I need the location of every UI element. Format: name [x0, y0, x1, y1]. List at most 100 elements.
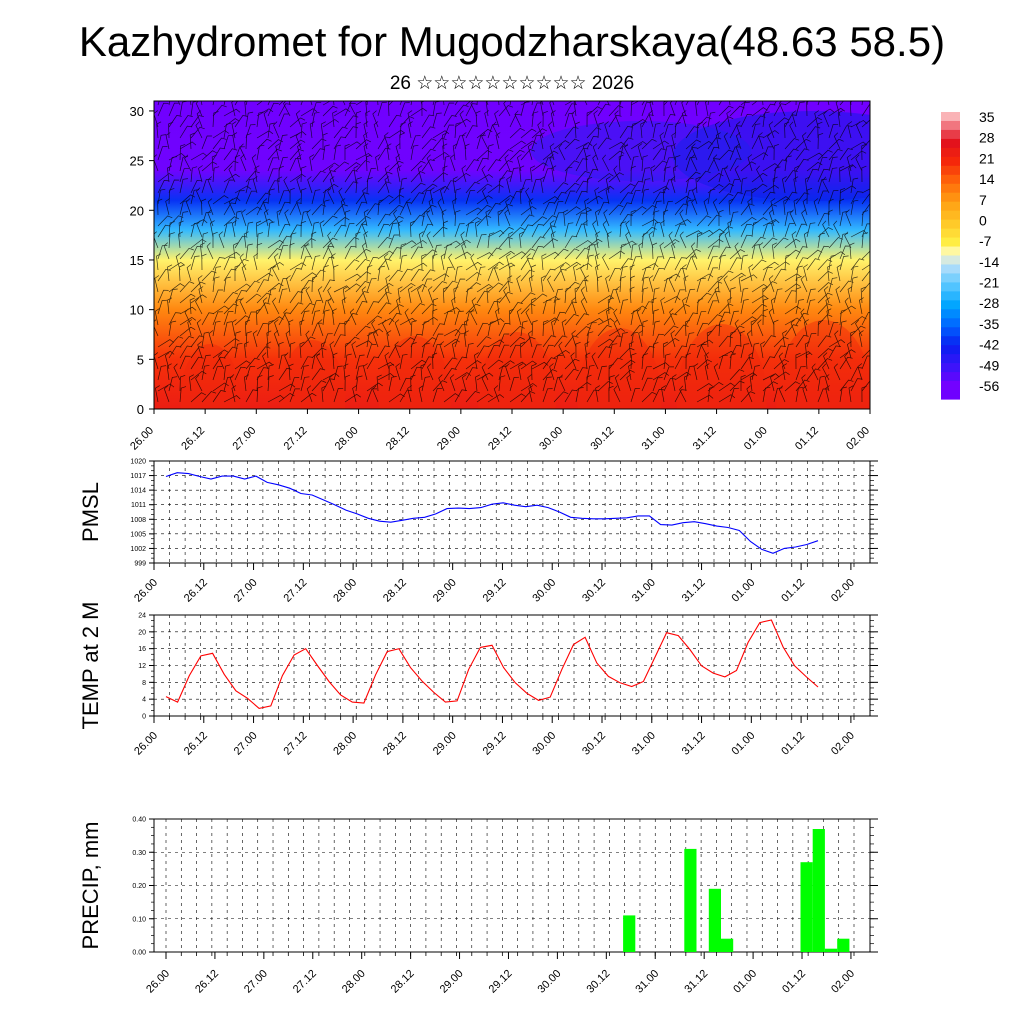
colorbar-band	[941, 120, 960, 131]
colorbar-label: -28	[979, 295, 999, 311]
wind-barb	[421, 223, 433, 238]
wind-barb	[685, 171, 701, 183]
wind-barb	[762, 286, 768, 304]
wind-barb	[605, 176, 611, 194]
wind-barb	[739, 330, 745, 348]
pmsl-xtick-label: 27.12	[282, 577, 310, 605]
wind-barb	[762, 204, 778, 216]
wind-barb	[575, 262, 593, 271]
wind-barb	[377, 291, 392, 304]
wind-barb	[762, 130, 780, 139]
wind-barb	[729, 105, 745, 117]
wind-barb	[276, 209, 282, 227]
wind-barb	[823, 286, 830, 304]
wind-barb	[586, 364, 595, 381]
wind-barb	[629, 286, 635, 304]
wind-barb	[366, 344, 377, 359]
wind-barb	[751, 221, 759, 238]
wind-barb	[493, 264, 500, 282]
temp-ytick-label: 12	[138, 663, 146, 670]
wind-barb	[383, 132, 390, 150]
wind-barb	[553, 268, 567, 282]
wind-barb	[355, 101, 372, 106]
wind-barb	[163, 385, 170, 403]
wind-barb	[849, 101, 854, 117]
wind-barb	[286, 275, 291, 293]
wind-barb	[164, 352, 170, 370]
wind-barb	[421, 159, 436, 172]
wind-barb	[190, 281, 206, 293]
wind-barb	[167, 165, 172, 183]
wind-barb	[718, 193, 734, 205]
wind-barb	[509, 127, 525, 139]
wind-barb	[640, 121, 646, 139]
wind-barb	[549, 220, 555, 238]
wind-barb	[311, 170, 326, 183]
wind-barb	[542, 376, 552, 392]
wind-barb	[245, 389, 258, 403]
wind-barb	[575, 326, 591, 337]
wind-barb	[498, 195, 515, 205]
wind-barb	[452, 143, 458, 161]
wind-barb	[553, 191, 567, 205]
wind-barb	[586, 389, 600, 403]
wind-barb	[407, 110, 413, 128]
wind-barb	[801, 132, 808, 150]
wind-barb	[322, 199, 330, 216]
wind-barb	[586, 254, 594, 271]
wind-barb	[613, 308, 621, 326]
wind-barb	[355, 139, 372, 150]
wind-barb	[465, 261, 483, 271]
wind-barb	[641, 320, 648, 337]
wind-barb	[267, 266, 277, 282]
wind-barb	[751, 123, 761, 139]
wind-barb	[388, 234, 400, 249]
wind-barb	[300, 376, 310, 392]
wind-barb	[801, 209, 808, 227]
wind-barb	[481, 187, 489, 205]
wind-barb	[740, 114, 753, 128]
precip-xtick-label: 30.12	[584, 968, 612, 996]
wind-barb	[704, 352, 710, 370]
wind-barb	[168, 179, 180, 194]
wind-barb	[784, 138, 800, 150]
wind-barb	[168, 115, 182, 128]
wind-barb	[442, 143, 448, 161]
wind-barb	[273, 121, 280, 139]
wind-barb	[451, 297, 456, 315]
wind-barb	[846, 154, 852, 172]
wind-barb	[386, 143, 392, 161]
wind-barb	[377, 250, 394, 260]
wind-barb	[443, 368, 457, 381]
wind-barb	[575, 170, 591, 183]
wind-barb	[234, 342, 243, 359]
wind-barb	[207, 209, 214, 227]
heatmap-ytick-label: 5	[137, 352, 144, 367]
wind-barb	[454, 118, 471, 128]
wind-barb	[695, 101, 699, 117]
wind-barb	[850, 378, 863, 392]
wind-barb	[470, 308, 478, 326]
wind-barb	[256, 218, 274, 227]
pmsl-xtick-label: 01.00	[730, 577, 758, 605]
wind-barb	[782, 330, 788, 348]
pmsl-xtick-label: 26.12	[182, 577, 210, 605]
wind-barb	[758, 132, 764, 150]
wind-barb	[262, 297, 269, 315]
wind-barb	[574, 121, 580, 139]
wind-barb	[208, 330, 214, 348]
wind-barb	[157, 198, 163, 216]
wind-barb	[691, 253, 698, 271]
wind-barb	[198, 165, 203, 183]
wind-barb	[476, 150, 492, 161]
wind-barb	[553, 182, 569, 194]
wind-barb	[179, 326, 196, 337]
wind-barb	[327, 231, 335, 249]
wind-barb	[652, 362, 670, 370]
wind-barb	[795, 276, 802, 293]
wind-barb	[804, 341, 810, 359]
wind-barb	[476, 128, 493, 139]
wind-barb	[267, 157, 278, 172]
wind-barb	[327, 187, 335, 205]
wind-barb	[223, 222, 233, 238]
